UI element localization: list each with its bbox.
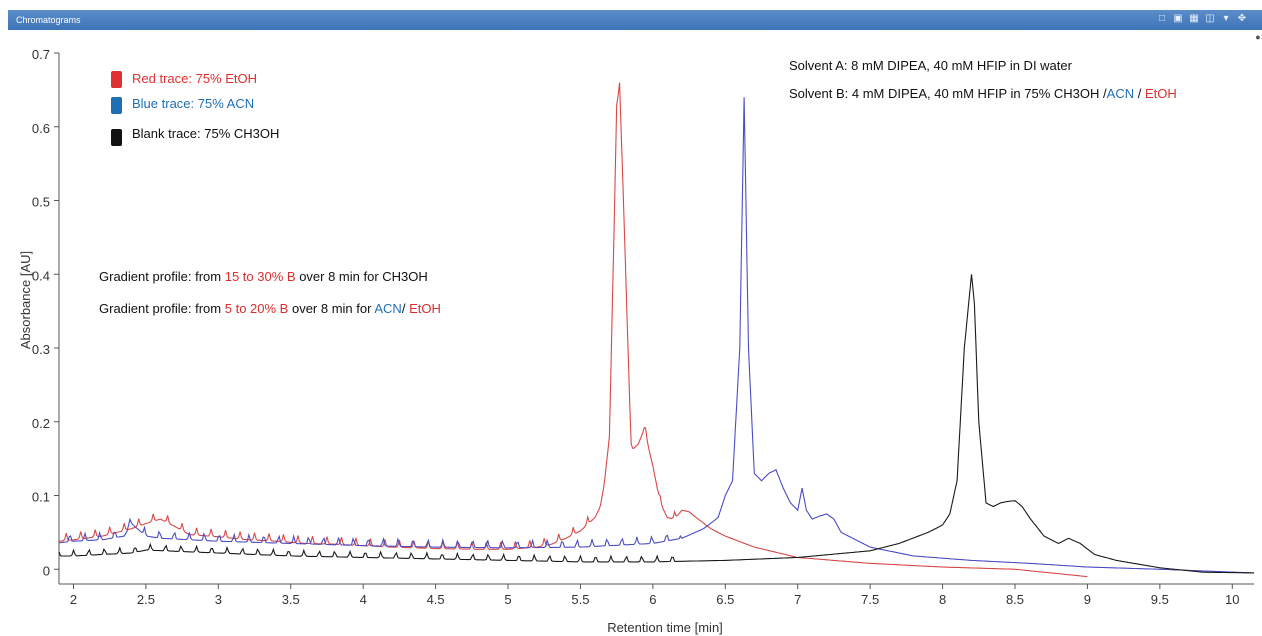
gradient-annotation-ch3oh: Gradient profile: from 15 to 30% B over … (99, 269, 428, 284)
move-icon[interactable]: ✥ (1237, 13, 1247, 24)
series-line-0 (58, 82, 1088, 578)
export-icon[interactable]: ▣ (1173, 13, 1183, 24)
legend-swatch-black (111, 129, 122, 146)
window-titlebar: Chromatograms □ ▣ ▦ ◫ ▾ ✥ (8, 10, 1262, 30)
y-tick-label: 0.5 (32, 195, 50, 210)
x-tick-label: 9 (1084, 592, 1091, 607)
close-icon[interactable]: ●× (1255, 32, 1262, 42)
dropdown-icon[interactable]: ▾ (1223, 13, 1229, 24)
x-tick-label: 7 (794, 592, 801, 607)
window-title: Chromatograms (16, 15, 81, 25)
x-tick-label: 6 (649, 592, 656, 607)
solvent-b-annotation: Solvent B: 4 mM DIPEA, 40 mM HFIP in 75%… (789, 86, 1177, 101)
gradient-annotation-acn-etoh: Gradient profile: from 5 to 20% B over 8… (99, 301, 441, 316)
x-tick-label: 8.5 (1006, 592, 1024, 607)
y-tick-label: 0.2 (32, 416, 50, 431)
x-tick-label: 6.5 (716, 592, 734, 607)
x-tick-label: 2 (70, 592, 77, 607)
legend-swatch-red (111, 71, 122, 88)
x-axis-label: Retention time [min] (607, 620, 723, 635)
x-tick-label: 9.5 (1151, 592, 1169, 607)
layers-icon[interactable]: ◫ (1205, 13, 1215, 24)
y-tick-label: 0.6 (32, 121, 50, 136)
x-tick-label: 4 (360, 592, 367, 607)
y-tick-label: 0.7 (32, 47, 50, 62)
y-tick-label: 0.4 (32, 268, 50, 283)
x-tick-label: 3.5 (282, 592, 300, 607)
y-axis-label: Absorbance [AU] (18, 251, 33, 349)
series-line-2 (58, 274, 1254, 574)
x-tick-label: 7.5 (861, 592, 879, 607)
x-tick-label: 3 (215, 592, 222, 607)
chromatograms-window: Chromatograms □ ▣ ▦ ◫ ▾ ✥ ●× (8, 10, 1262, 636)
legend-swatch-blue (111, 97, 122, 114)
legend: Red trace: 75% EtOH Blue trace: 75% ACN … (111, 71, 279, 146)
x-tick-label: 5 (504, 592, 511, 607)
series-line-1 (58, 97, 1254, 574)
table-icon[interactable]: ▦ (1189, 13, 1199, 24)
y-tick-label: 0.3 (32, 342, 50, 357)
x-tick-label: 4.5 (427, 592, 445, 607)
solvent-a-annotation: Solvent A: 8 mM DIPEA, 40 mM HFIP in DI … (789, 58, 1073, 73)
y-tick-label: 0.1 (32, 490, 50, 505)
legend-label-black: Blank trace: 75% CH3OH (132, 126, 279, 141)
solvent-b-etoh: EtOH (1145, 86, 1177, 101)
legend-label-red: Red trace: 75% EtOH (132, 71, 257, 86)
legend-label-blue: Blue trace: 75% ACN (132, 96, 254, 111)
solvent-b-acn: ACN (1107, 86, 1134, 101)
copy-icon[interactable]: □ (1158, 13, 1166, 24)
x-tick-label: 2.5 (137, 592, 155, 607)
x-tick-label: 10 (1225, 592, 1239, 607)
x-tick-label: 5.5 (571, 592, 589, 607)
y-tick-label: 0 (43, 563, 50, 578)
x-tick-label: 8 (939, 592, 946, 607)
